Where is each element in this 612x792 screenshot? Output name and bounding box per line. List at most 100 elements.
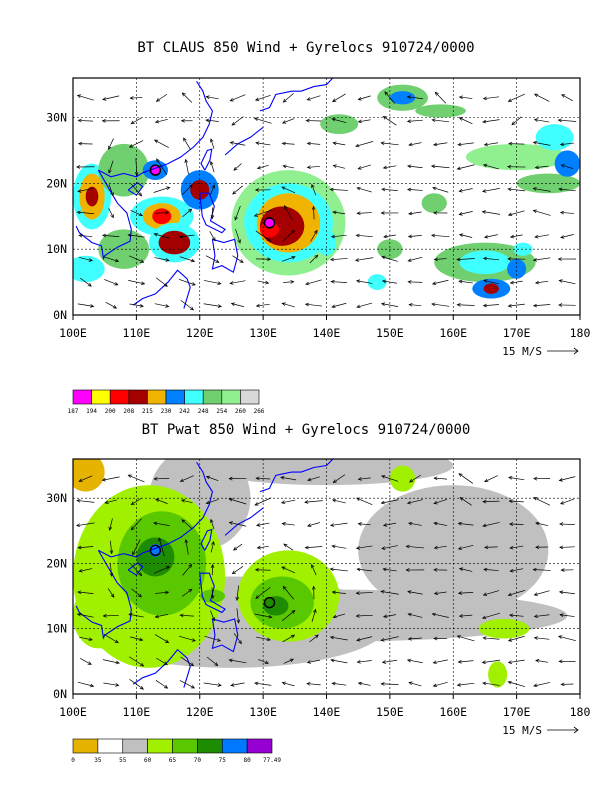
wind-vector-head	[255, 303, 260, 308]
wind-vector-head	[533, 476, 538, 481]
wind-vector	[431, 165, 450, 169]
wind-vector-head	[229, 281, 234, 285]
wind-vector-head	[558, 187, 563, 192]
wind-vector	[181, 499, 193, 503]
wind-vector-head	[508, 613, 514, 618]
wind-vector-head	[138, 192, 143, 197]
wind-vector	[181, 519, 193, 530]
wind-vector-head	[507, 212, 513, 217]
wind-vector	[433, 681, 448, 687]
y-tick-label: 10N	[46, 622, 67, 636]
wind-vector	[234, 205, 241, 220]
colorbar-label: 80	[244, 757, 252, 764]
wind-vector-head	[482, 303, 487, 308]
wind-vector	[459, 280, 473, 284]
wind-vector	[105, 301, 117, 309]
wind-vector-head	[281, 186, 286, 190]
wind-vector-head	[483, 279, 488, 283]
coastline	[132, 269, 191, 309]
wind-vector	[482, 522, 500, 527]
colorbar-label: 35	[94, 757, 102, 764]
wind-vector-head	[457, 659, 462, 664]
wind-vector-head	[433, 568, 438, 572]
wind-vector	[311, 184, 317, 196]
wind-vector-head	[507, 187, 512, 192]
y-tick-label: 30N	[46, 491, 67, 505]
wind-vector	[508, 477, 525, 481]
wind-vector	[131, 497, 142, 505]
wind-vector-head	[109, 572, 114, 577]
wind-vector-head	[217, 304, 223, 308]
wind-vector-head	[210, 563, 215, 569]
wind-vector-head	[232, 546, 238, 551]
wind-vector	[332, 211, 346, 215]
wind-vector-head	[430, 164, 436, 169]
reference-vector-head	[573, 347, 579, 355]
wind-vector	[307, 165, 321, 168]
wind-vector	[534, 93, 550, 102]
wind-vector	[560, 614, 575, 617]
wind-vector-head	[458, 233, 464, 238]
wind-vector-head	[357, 522, 362, 526]
wind-vector	[107, 588, 115, 598]
wind-vector	[103, 633, 119, 644]
wind-vector-head	[284, 204, 288, 210]
wind-vector	[307, 683, 321, 686]
shaded-region	[190, 180, 210, 200]
wind-vector	[206, 656, 218, 666]
x-tick-label: 170E	[503, 705, 531, 719]
wind-vector	[483, 257, 499, 261]
wind-vector-head	[456, 303, 461, 307]
wind-vector	[483, 304, 500, 307]
wind-vector-head	[281, 681, 286, 686]
wind-vector-head	[76, 165, 81, 169]
wind-vector	[409, 474, 421, 483]
wind-vector-head	[108, 169, 112, 174]
wind-vector-head	[559, 545, 564, 550]
wind-vector-head	[381, 660, 387, 664]
wind-vector	[155, 591, 169, 594]
wind-vector-head	[560, 568, 565, 572]
coastline	[199, 192, 226, 234]
coastline	[224, 126, 264, 156]
wind-vector-head	[431, 281, 437, 286]
wind-vector-head	[137, 593, 142, 598]
wind-vector	[153, 566, 170, 574]
y-tick-label: 30N	[46, 111, 67, 125]
wind-vector-head	[458, 279, 463, 284]
wind-vector-head	[255, 476, 260, 481]
wind-vector	[154, 233, 170, 239]
wind-vector	[333, 474, 346, 483]
wind-vector-head	[559, 210, 565, 215]
x-tick-label: 180	[570, 326, 591, 340]
wind-vector	[332, 591, 346, 594]
wind-vector	[305, 546, 323, 549]
wind-vector-head	[456, 257, 461, 262]
wind-vector-head	[433, 476, 438, 481]
wind-vector-head	[291, 256, 296, 260]
wind-vector	[383, 234, 396, 238]
wind-vector-head	[154, 614, 159, 619]
wind-vector-head	[254, 97, 260, 101]
wind-vector-head	[110, 593, 115, 598]
wind-vector-head	[128, 613, 133, 617]
wind-vector-head	[77, 118, 82, 123]
wind-vector-head	[558, 478, 563, 482]
wind-vector-head	[535, 545, 540, 550]
wind-vector-head	[432, 660, 437, 665]
wind-vector-head	[254, 188, 259, 192]
wind-vector	[282, 634, 295, 643]
wind-vector-head	[457, 142, 462, 147]
wind-vector-head	[255, 141, 260, 146]
wind-vector	[458, 473, 474, 484]
wind-vector-head	[332, 479, 337, 483]
wind-vector-head	[314, 254, 319, 259]
wind-vector	[358, 164, 371, 170]
wind-vector-head	[355, 143, 360, 148]
wind-vector	[332, 545, 347, 549]
wind-vector	[77, 500, 95, 503]
wind-vector-head	[205, 475, 211, 480]
wind-vector	[560, 142, 574, 145]
wind-vector-head	[229, 141, 234, 145]
wind-vector	[230, 94, 246, 102]
